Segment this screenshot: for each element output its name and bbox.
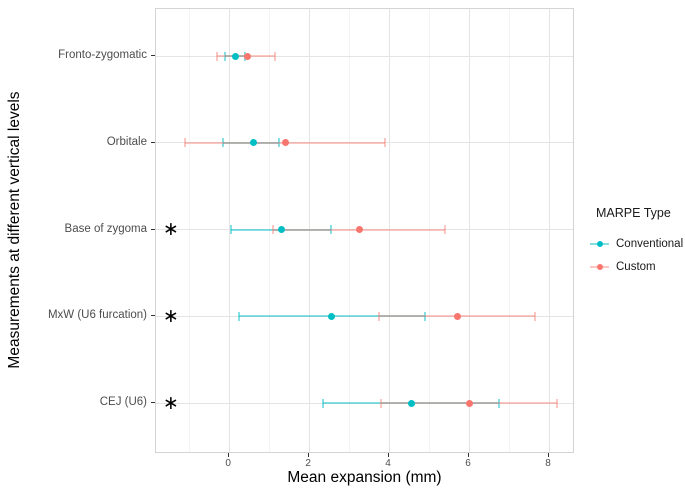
x-axis-tick-label: 6: [465, 458, 471, 469]
y-axis-tick: [151, 55, 155, 56]
x-axis-tick-label: 0: [225, 458, 231, 469]
gridline-x-minor: [188, 9, 190, 452]
legend-item-conventional: Conventional: [590, 232, 683, 255]
ci-cap-custom: [378, 311, 381, 321]
gridline-x-major: [308, 9, 310, 452]
y-axis-tick: [151, 141, 155, 143]
ci-cap-conventional: [498, 398, 501, 408]
legend-key-icon: [590, 260, 609, 274]
y-axis-tick: [151, 402, 155, 403]
ci-cap-conventional: [222, 138, 225, 148]
ci-cap-conventional: [238, 311, 241, 321]
significance-asterisk: ∗: [163, 392, 179, 414]
ci-cap-conventional: [322, 398, 325, 408]
legend-item-label: Custom: [616, 260, 656, 273]
x-axis-tick: [388, 453, 390, 457]
data-point-conventional: [327, 312, 335, 320]
x-axis-tick-label: 2: [305, 458, 311, 469]
significance-asterisk: ∗: [163, 219, 179, 240]
gridline-x-major: [228, 9, 230, 452]
x-axis-tick: [228, 453, 230, 457]
legend-item-label: Conventional: [616, 237, 684, 250]
x-axis-title: Mean expansion (mm): [287, 469, 442, 486]
legend-key-icon: [590, 237, 609, 251]
y-axis-label: MxW (U6 furcation): [47, 309, 147, 322]
gridline-y-major: [156, 229, 573, 230]
ci-cap-custom: [444, 225, 447, 234]
gridline-x-minor: [428, 9, 430, 452]
data-point-custom: [243, 52, 251, 60]
plot-panel: ∗ ∗ ∗: [155, 8, 574, 453]
data-point-conventional: [249, 139, 257, 147]
y-axis-label: Fronto-zygomatic: [58, 49, 147, 61]
x-axis-tick-label: 8: [545, 458, 551, 469]
y-axis-tick: [151, 315, 155, 317]
data-point-conventional: [277, 226, 285, 233]
y-axis-tick: [151, 228, 155, 230]
gridline-y-major: [156, 55, 573, 57]
y-axis-label: Base of zygoma: [64, 222, 147, 235]
y-axis-label: CEJ (U6): [99, 396, 147, 408]
legend-key-dot: [596, 263, 603, 270]
gridline-y-major: [156, 402, 573, 404]
y-axis-label: Orbitale: [106, 135, 147, 148]
ci-cap-custom: [216, 51, 219, 61]
gridline-x-major: [468, 9, 470, 452]
ci-cap-custom: [184, 138, 187, 148]
x-axis-tick-label: 4: [385, 458, 391, 469]
data-point-custom: [281, 139, 289, 147]
legend-item-custom: Custom: [590, 255, 683, 278]
data-point-custom: [453, 312, 461, 320]
data-point-conventional: [231, 52, 239, 60]
gridline-x-major: [548, 9, 550, 452]
data-point-custom: [355, 226, 363, 233]
legend: MARPE Type Conventional Custom: [590, 206, 683, 278]
x-axis-tick: [308, 453, 310, 457]
gridline-x-minor: [268, 9, 270, 452]
legend-key-dot: [596, 240, 603, 247]
gridline-y-major: [156, 142, 573, 144]
significance-asterisk: ∗: [163, 305, 179, 327]
ci-cap-conventional: [224, 51, 227, 61]
gridline-x-minor: [348, 9, 350, 452]
ci-cap-custom: [380, 398, 383, 408]
gridline-y-major: [156, 315, 573, 317]
x-axis-tick: [548, 453, 549, 457]
gridline-x-minor: [508, 9, 510, 452]
ci-cap-conventional: [330, 225, 333, 234]
data-point-custom: [465, 399, 473, 407]
data-point-conventional: [407, 399, 415, 407]
ci-cap-conventional: [230, 225, 233, 234]
ci-cap-custom: [534, 311, 537, 321]
ci-cap-custom: [556, 398, 558, 408]
gridline-x-major: [388, 9, 390, 452]
legend-items: Conventional Custom: [590, 232, 683, 278]
ci-cap-conventional: [424, 311, 427, 321]
ci-cap-conventional: [278, 138, 281, 148]
ci-cap-custom: [272, 225, 275, 234]
ci-cap-custom: [384, 138, 387, 148]
ci-cap-custom: [274, 51, 277, 61]
x-axis-tick: [468, 453, 470, 457]
legend-title: MARPE Type: [596, 206, 671, 220]
